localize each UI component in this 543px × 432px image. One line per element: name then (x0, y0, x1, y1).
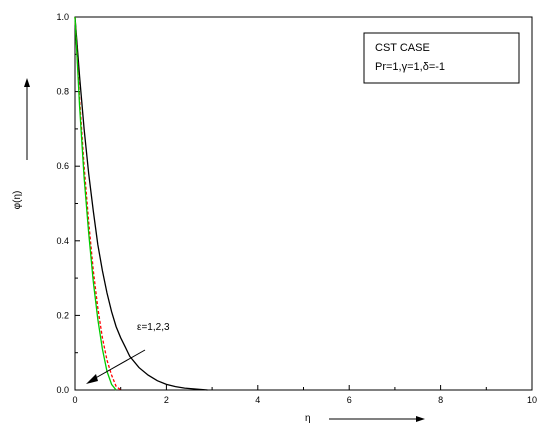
legend-line-1: CST CASE (375, 42, 430, 54)
y-tick-label: 0.2 (56, 310, 69, 320)
y-tick-label: 1.0 (56, 12, 69, 22)
y-tick-label: 0.6 (56, 161, 69, 171)
x-tick-label: 6 (347, 395, 352, 405)
x-tick-label: 2 (164, 395, 169, 405)
x-tick-label: 0 (72, 395, 77, 405)
x-tick-label: 4 (255, 395, 260, 405)
y-tick-label: 0.0 (56, 385, 69, 395)
x-tick-label: 10 (527, 395, 537, 405)
series-line-2 (74, 16, 122, 391)
annotation-arrow (86, 349, 146, 384)
x-axis-label-group: η (305, 413, 425, 424)
annotation-label: ε=1,2,3 (137, 322, 170, 333)
legend-line-2: Pr=1,γ=1,δ=-1 (375, 61, 445, 73)
y-axis-ticks: 0.0 0.2 0.4 0.6 0.8 1.0 (56, 12, 80, 395)
x-axis-ticks: 0 2 4 6 8 10 (72, 385, 537, 405)
y-axis-label-group: φ(η) (12, 78, 30, 209)
legend: CST CASE Pr=1,γ=1,δ=-1 (363, 32, 520, 84)
y-axis-label: φ(η) (12, 191, 23, 210)
series-line-1 (74, 16, 208, 391)
y-tick-label: 0.8 (56, 87, 69, 97)
x-axis-label: η (305, 413, 311, 424)
x-tick-label: 8 (438, 395, 443, 405)
series-group (74, 16, 208, 391)
series-line-3 (74, 16, 117, 391)
y-tick-label: 0.4 (56, 236, 69, 246)
legend-box (363, 32, 520, 84)
